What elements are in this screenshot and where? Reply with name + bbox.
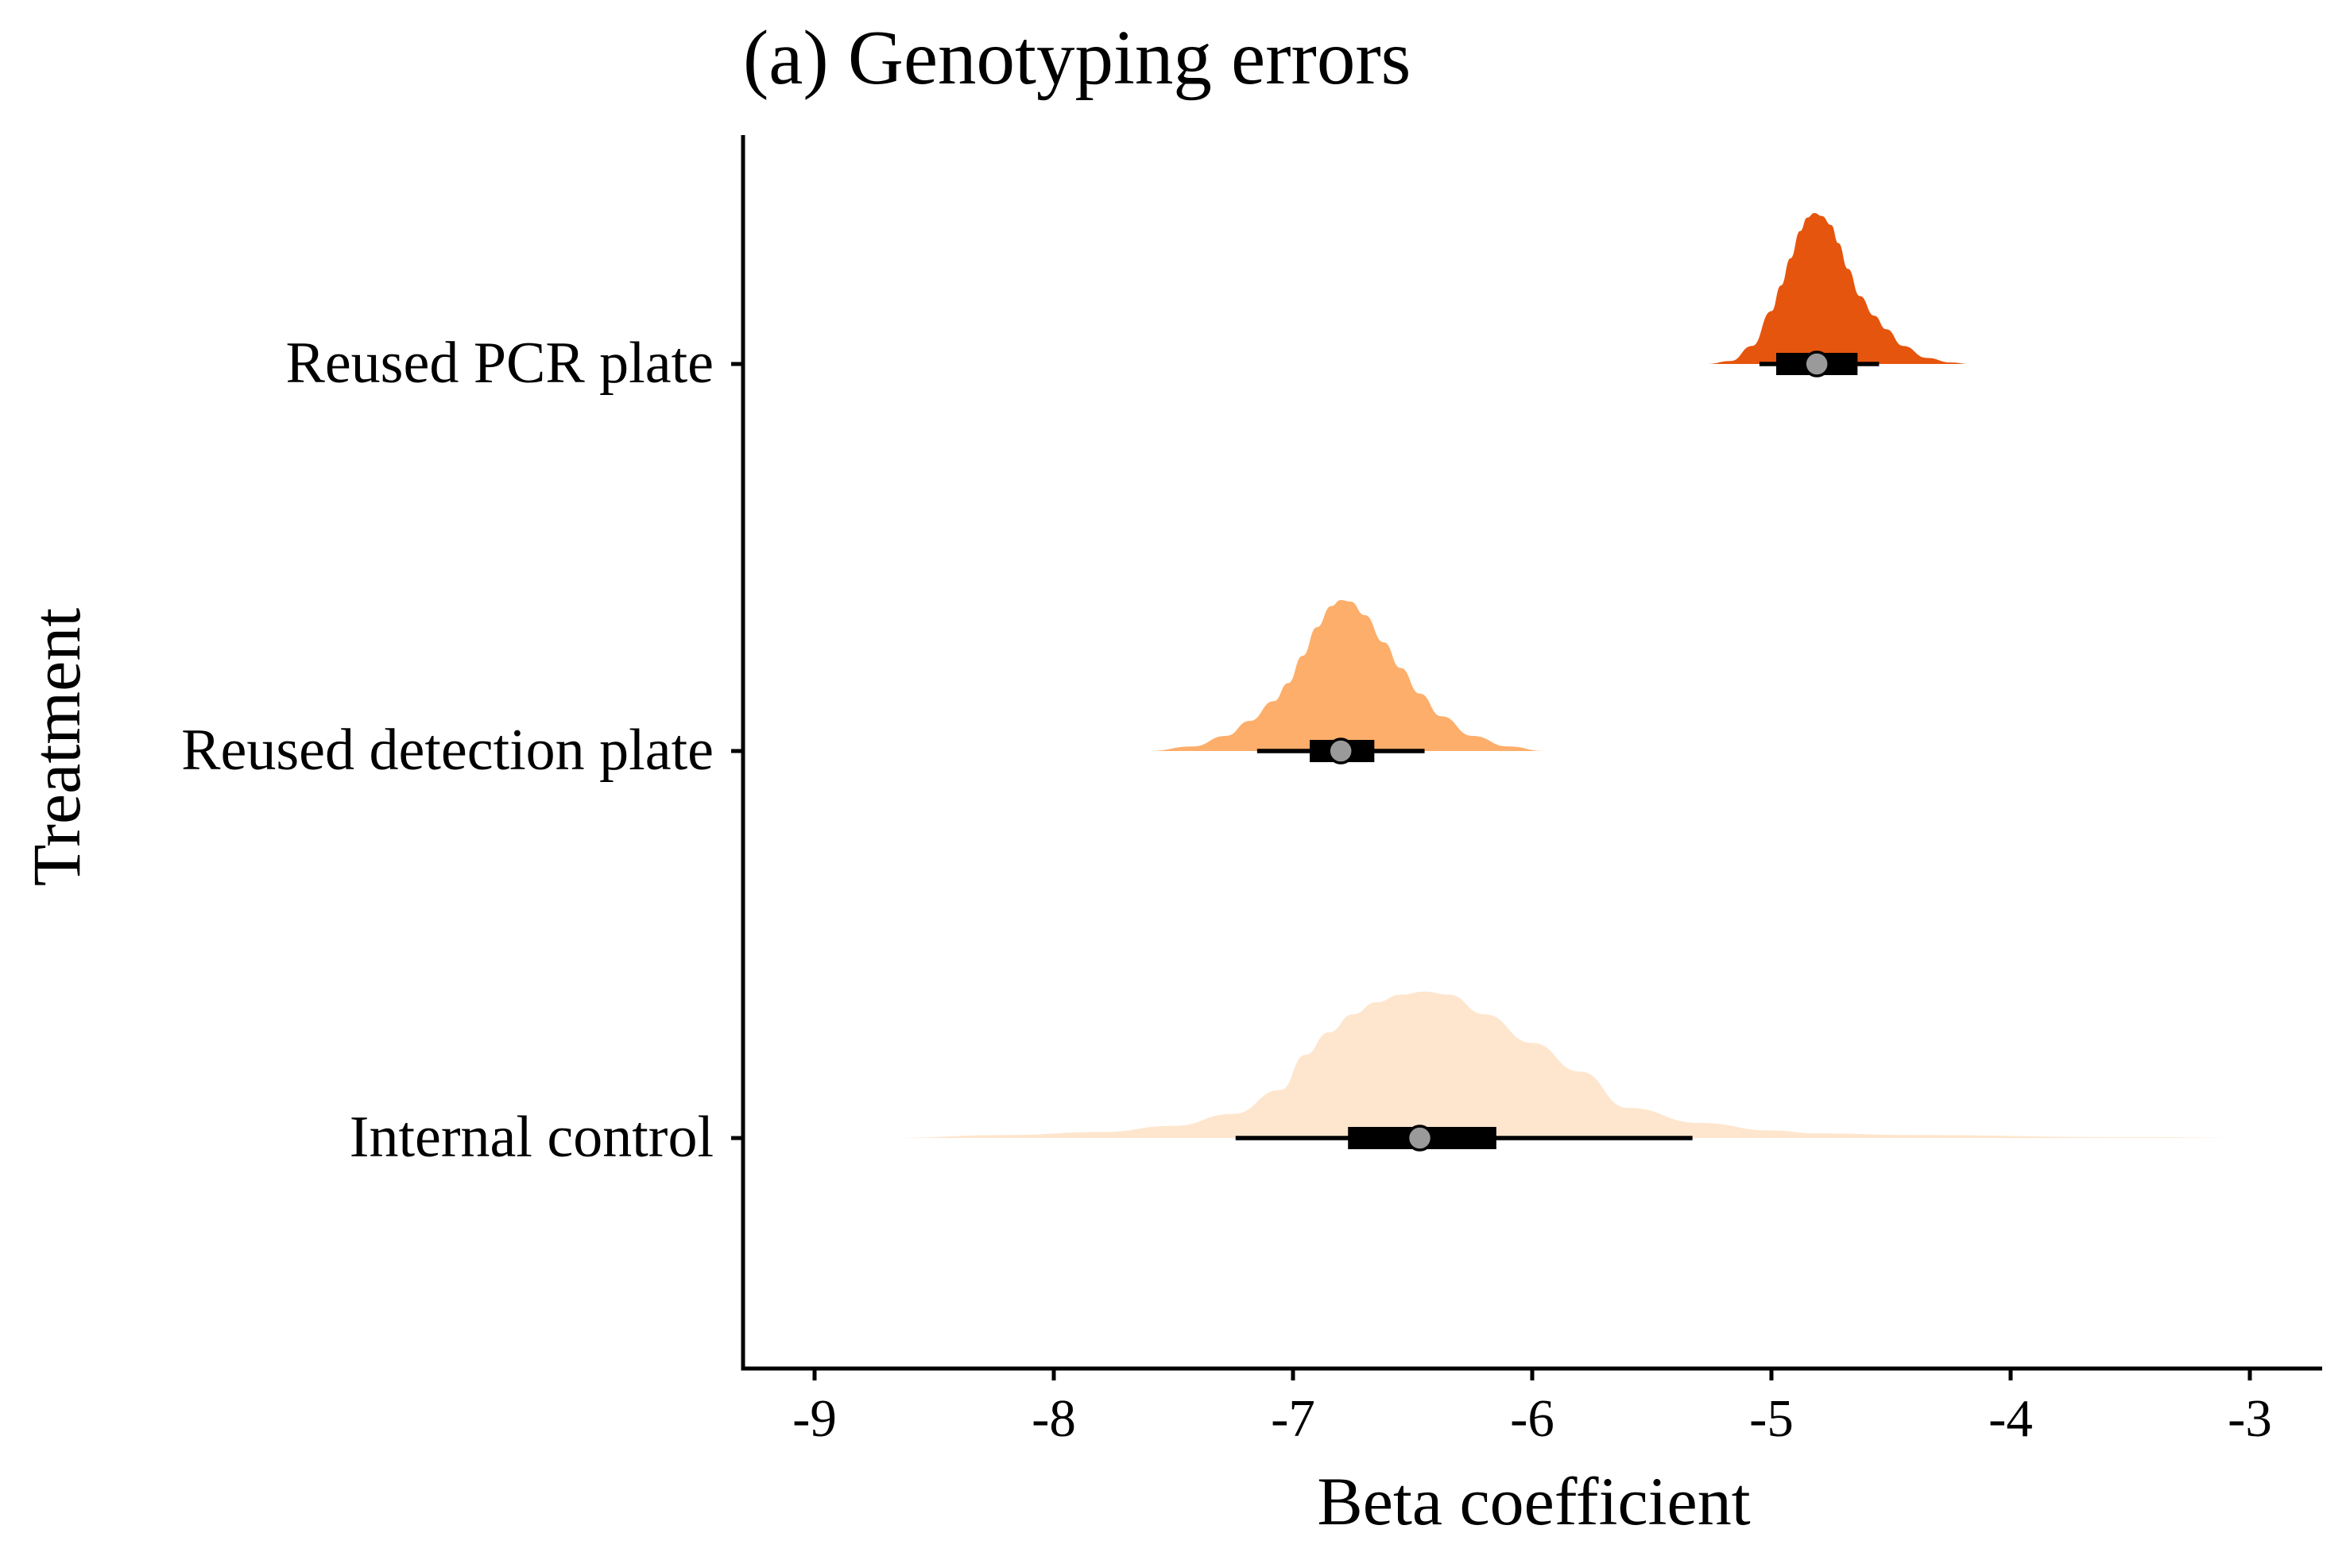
x-tick-label: -9 <box>792 1389 837 1448</box>
density-slab <box>886 991 2250 1138</box>
x-tick-label: -5 <box>1749 1389 1794 1448</box>
median-point <box>1803 350 1830 377</box>
x-tick-label: -7 <box>1271 1389 1315 1448</box>
x-tick-label: -4 <box>1988 1389 2033 1448</box>
density-slab <box>1706 213 1970 364</box>
y-category-label: Reused detection plate <box>181 718 714 783</box>
x-tick-label: -3 <box>2228 1389 2272 1448</box>
median-point <box>1406 1125 1434 1152</box>
median-point <box>1327 738 1354 765</box>
x-axis-title: Beta coefficient <box>1317 1463 1750 1539</box>
y-axis-title: Treatment <box>18 608 95 886</box>
x-tick-label: -8 <box>1032 1389 1076 1448</box>
y-category-label: Reused PCR plate <box>285 331 714 396</box>
x-tick-label: -6 <box>1510 1389 1554 1448</box>
y-category-label: Internal control <box>350 1105 714 1170</box>
density-slab <box>1149 600 1545 751</box>
plot-area: -9 -8 -7 -6 -5 -4 -3 Reused PCR plate Reused det… <box>181 135 2322 1448</box>
chart-title: (a) Genotyping errors <box>743 15 1411 100</box>
